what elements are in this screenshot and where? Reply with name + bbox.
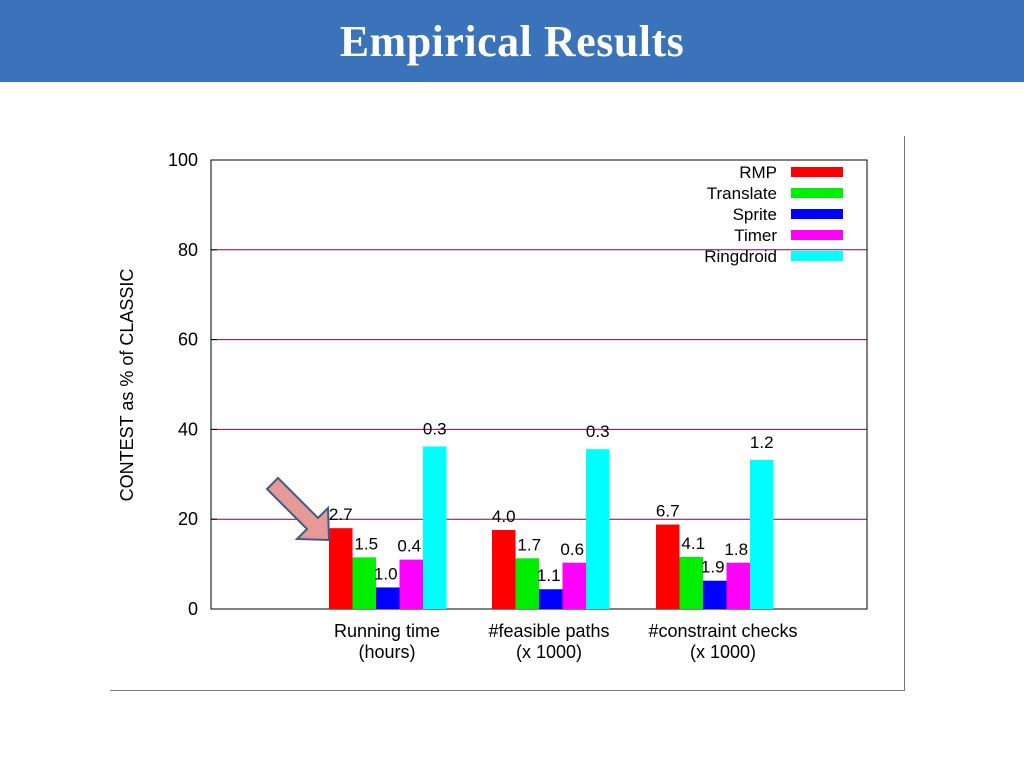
slide-title-bar: Empirical Results (0, 0, 1024, 82)
legend-swatch (791, 209, 843, 219)
x-category-label: #feasible paths (488, 621, 609, 641)
data-label: 4.0 (492, 507, 516, 526)
data-label: 0.3 (586, 422, 610, 441)
y-tick-label: 20 (178, 509, 198, 529)
x-category-label: Running time (334, 621, 440, 641)
y-tick-label: 0 (188, 599, 198, 619)
annotation-arrow (265, 476, 331, 542)
bar (352, 557, 376, 609)
data-label: 6.7 (656, 502, 680, 521)
slide-title: Empirical Results (339, 16, 685, 66)
data-label: 2.7 (329, 505, 353, 524)
legend-label: Translate (707, 184, 777, 203)
legend-swatch (791, 167, 843, 177)
y-axis-label: CONTEST as % of CLASSIC (117, 269, 137, 502)
data-label: 1.0 (374, 564, 398, 583)
data-label: 1.7 (517, 535, 541, 554)
bar (376, 587, 400, 609)
data-label: 0.6 (560, 540, 584, 559)
y-tick-label: 40 (178, 419, 198, 439)
x-category-label: (x 1000) (690, 642, 756, 662)
y-tick-label: 80 (178, 240, 198, 260)
bar (492, 529, 516, 609)
legend-label: Timer (734, 226, 777, 245)
data-label: 1.8 (724, 540, 748, 559)
y-tick-label: 100 (168, 150, 198, 170)
bar (562, 562, 586, 609)
bar (750, 459, 774, 609)
bar (586, 449, 610, 609)
legend-swatch (791, 230, 843, 240)
bar (726, 562, 750, 609)
bar (703, 580, 727, 609)
bar (399, 559, 423, 609)
data-label: 1.2 (750, 433, 774, 452)
legend-label: RMP (739, 163, 777, 182)
figure-border-bottom (110, 690, 905, 691)
bar (656, 524, 680, 609)
legend-swatch (791, 251, 843, 261)
x-category-label: (hours) (358, 642, 415, 662)
bar (679, 556, 703, 609)
legend-label: Ringdroid (704, 247, 777, 266)
bar (515, 558, 539, 609)
data-label: 4.1 (681, 534, 705, 553)
x-category-label: (x 1000) (516, 642, 582, 662)
x-category-label: #constraint checks (648, 621, 797, 641)
data-label: 0.3 (423, 419, 447, 438)
legend-swatch (791, 188, 843, 198)
data-label: 0.4 (397, 537, 421, 556)
data-label: 1.1 (537, 566, 561, 585)
figure-border-right (904, 136, 905, 691)
data-label: 1.5 (354, 534, 378, 553)
data-label: 1.9 (701, 558, 725, 577)
bar (329, 528, 353, 609)
legend-label: Sprite (733, 205, 777, 224)
bar (423, 446, 447, 609)
y-tick-label: 60 (178, 330, 198, 350)
bar (539, 589, 563, 609)
